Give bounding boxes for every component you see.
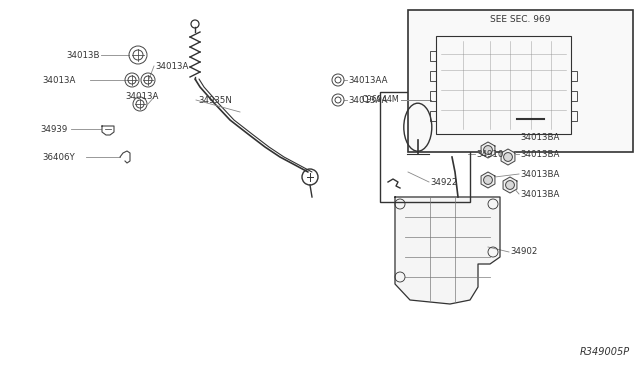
- Text: C96944M: C96944M: [361, 95, 399, 104]
- Text: 34013A: 34013A: [155, 61, 188, 71]
- Polygon shape: [501, 149, 515, 165]
- Text: 34013BA: 34013BA: [520, 132, 559, 141]
- Bar: [571, 111, 577, 121]
- Bar: [571, 71, 577, 81]
- Circle shape: [484, 145, 492, 154]
- Text: 34013A: 34013A: [42, 76, 76, 84]
- Text: 34922: 34922: [430, 177, 458, 186]
- Polygon shape: [481, 172, 495, 188]
- Bar: [430, 111, 436, 121]
- Text: SEE SEC. 969: SEE SEC. 969: [490, 15, 551, 23]
- Polygon shape: [395, 197, 500, 304]
- Bar: [380, 92, 470, 202]
- Bar: [436, 36, 571, 134]
- Text: 34013BA: 34013BA: [520, 170, 559, 179]
- Polygon shape: [503, 177, 517, 193]
- Bar: [571, 91, 577, 101]
- Text: 34939: 34939: [40, 125, 67, 134]
- Bar: [408, 10, 633, 152]
- Polygon shape: [481, 142, 495, 158]
- Text: 34910: 34910: [476, 150, 504, 158]
- Text: 34013B: 34013B: [67, 51, 100, 60]
- Text: 34013AA: 34013AA: [348, 96, 387, 105]
- Text: 34013A: 34013A: [125, 92, 158, 100]
- Text: 34013BA: 34013BA: [520, 150, 559, 158]
- Text: 34902: 34902: [510, 247, 538, 257]
- Circle shape: [506, 180, 515, 189]
- Text: 36406Y: 36406Y: [42, 153, 75, 161]
- Text: 34013BA: 34013BA: [520, 189, 559, 199]
- Text: 34013AA: 34013AA: [348, 76, 387, 84]
- Circle shape: [504, 153, 513, 161]
- Text: R349005P: R349005P: [580, 347, 630, 357]
- Circle shape: [484, 176, 492, 185]
- Bar: [430, 71, 436, 81]
- Bar: [430, 91, 436, 101]
- Bar: [430, 51, 436, 61]
- Text: 34935N: 34935N: [198, 96, 232, 105]
